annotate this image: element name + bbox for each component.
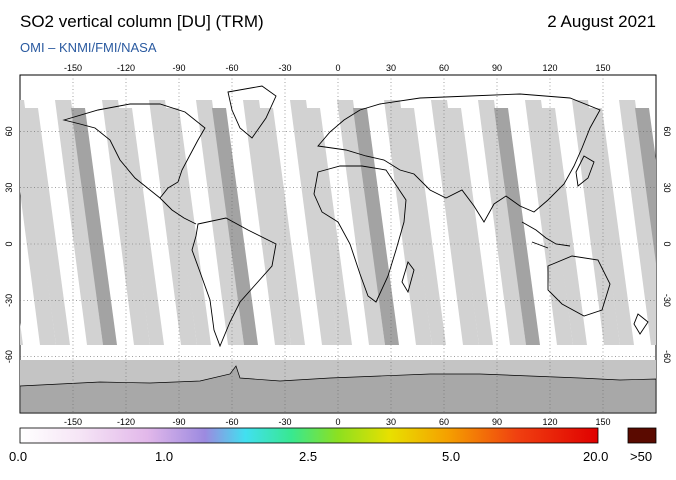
lat-tick-label: 30 <box>4 183 14 193</box>
eurasia-coast <box>317 93 601 223</box>
swath-light <box>431 100 479 345</box>
madagascar-coast <box>401 261 415 294</box>
swath-strip <box>400 108 446 345</box>
lon-tick-label: 90 <box>492 417 502 427</box>
map-date: 2 August 2021 <box>547 12 656 31</box>
swath-strip <box>165 108 211 345</box>
colorbar-overflow-swatch <box>627 427 657 444</box>
graticule <box>20 75 656 413</box>
lon-tick-label: -90 <box>172 417 185 427</box>
swath-strip <box>259 108 305 345</box>
swath-strip <box>541 108 587 345</box>
swath-strip <box>24 108 70 345</box>
colorbar-label: 2.5 <box>299 449 318 464</box>
swath-strip <box>447 108 493 345</box>
longitude-labels-top: -150 -120 -90 -60 -30 0 30 60 90 120 150 <box>64 63 611 73</box>
lon-tick-label: 60 <box>439 63 449 73</box>
lon-tick-label: 120 <box>542 63 557 73</box>
lon-tick-label: -120 <box>117 417 135 427</box>
swath-light <box>384 100 432 345</box>
southeast-asia-islands <box>521 221 571 249</box>
lon-tick-label: -150 <box>64 63 82 73</box>
australia-coast <box>547 255 611 317</box>
swath-light <box>196 100 244 345</box>
satellite-swaths <box>20 100 676 345</box>
swath-light <box>55 100 103 345</box>
lon-tick-label: -150 <box>64 417 82 427</box>
central-america-coast <box>159 197 197 225</box>
lon-tick-label: 60 <box>439 417 449 427</box>
colorbar-label: 1.0 <box>155 449 174 464</box>
swath-strip <box>118 108 164 345</box>
lon-tick-label: 150 <box>595 417 610 427</box>
latitude-labels-left: 60 30 0 -30 -60 <box>4 126 14 363</box>
lon-tick-label: 150 <box>595 63 610 73</box>
new-zealand-coast <box>633 313 649 335</box>
lon-tick-label: 120 <box>542 417 557 427</box>
lon-tick-label: -30 <box>278 63 291 73</box>
swath-light <box>243 100 291 345</box>
south-america-coast <box>191 217 277 348</box>
colorbar <box>19 427 599 444</box>
longitude-labels-bottom: -150 -120 -90 -60 -30 0 30 60 90 120 150 <box>64 417 611 427</box>
swath-light <box>666 100 676 345</box>
north-america-coast <box>62 103 206 199</box>
lon-tick-label: 30 <box>386 417 396 427</box>
colorbar-overflow-label: >50 <box>630 449 653 464</box>
lon-tick-label: -90 <box>172 63 185 73</box>
lat-tick-label: -30 <box>4 294 14 307</box>
swath-light <box>337 100 385 345</box>
swath-light <box>619 100 656 345</box>
coastlines <box>62 85 649 348</box>
lat-tick-label: -60 <box>4 350 14 363</box>
lon-tick-label: 90 <box>492 63 502 73</box>
africa-coast <box>313 165 407 303</box>
swath-light <box>290 100 338 345</box>
latitude-labels-right: 60 30 0 -30 -60 <box>662 126 672 363</box>
lat-tick-label: -60 <box>662 350 672 363</box>
swath-strip <box>212 108 258 345</box>
swath-strip <box>71 108 117 345</box>
swath-light <box>572 100 620 345</box>
lon-tick-label: -30 <box>278 417 291 427</box>
lat-tick-label: -30 <box>662 294 672 307</box>
lat-tick-label: 30 <box>662 183 672 193</box>
lon-tick-label: 0 <box>335 63 340 73</box>
lon-tick-label: -120 <box>117 63 135 73</box>
lon-tick-label: -60 <box>225 417 238 427</box>
swath-strip <box>494 108 540 345</box>
swath-light <box>478 100 526 345</box>
colorbar-label: 5.0 <box>442 449 461 464</box>
swath-strip <box>306 108 352 345</box>
lon-tick-label: 0 <box>335 417 340 427</box>
colorbar-label: 20.0 <box>583 449 609 464</box>
swath-strip <box>635 108 656 264</box>
lat-tick-label: 60 <box>4 126 14 136</box>
data-source: OMI – KNMI/FMI/NASA <box>20 40 157 55</box>
lat-tick-label: 0 <box>662 241 672 246</box>
lat-tick-label: 0 <box>4 241 14 246</box>
map-title: SO2 vertical column [DU] (TRM) <box>20 12 264 31</box>
swath-strip <box>353 108 399 345</box>
lon-tick-label: -60 <box>225 63 238 73</box>
swath-light <box>149 100 197 345</box>
lon-tick-label: 30 <box>386 63 396 73</box>
lat-tick-label: 60 <box>662 126 672 136</box>
swath-light <box>20 100 56 345</box>
swath-strip <box>20 322 23 345</box>
greenland-coast <box>227 85 277 139</box>
japan-coast <box>575 155 595 187</box>
swath-strip <box>588 108 634 345</box>
swath-light <box>525 100 573 345</box>
colorbar-label: 0.0 <box>9 449 28 464</box>
